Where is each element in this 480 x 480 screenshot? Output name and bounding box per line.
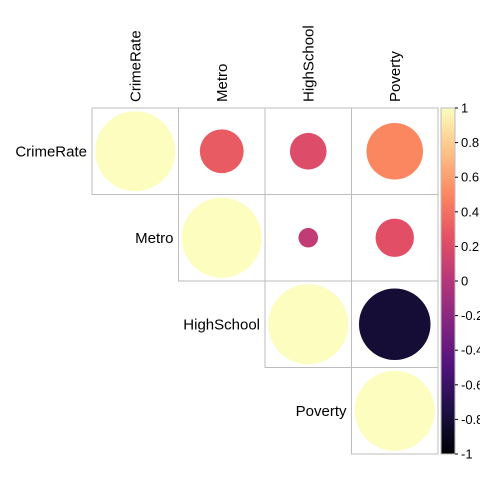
colorbar-tick-label: -0.6 (461, 377, 480, 392)
corr-circle-crimerate-metro (199, 129, 244, 174)
col-label-crimerate: CrimeRate (127, 30, 144, 102)
colorbar-tick-label: -1 (461, 447, 473, 462)
colorbar-tick-label: 0.2 (461, 239, 479, 254)
colorbar-tick-label: 0.6 (461, 170, 479, 185)
row-label-metro: Metro (135, 230, 173, 247)
colorbar-tick-label: 1 (461, 101, 468, 116)
col-label-metro: Metro (214, 64, 231, 102)
colorbar-tick-label: 0 (461, 274, 468, 289)
corr-circle-crimerate-crimerate (95, 111, 176, 192)
corr-circle-poverty-poverty (354, 370, 435, 451)
col-label-poverty: Poverty (387, 51, 404, 102)
col-label-highschool: HighSchool (300, 25, 317, 102)
variable-labels: CrimeRate Metro HighSchool Poverty CrimeRate… (15, 25, 403, 419)
colorbar: 1 0.8 0.6 0.4 0.2 0 -0.2 -0.4 -0.6 -0.8 -1 (440, 101, 480, 462)
colorbar-tick-label: -0.2 (461, 308, 480, 323)
corr-circle-metro-highschool (298, 227, 319, 248)
row-label-crimerate: CrimeRate (15, 143, 87, 160)
row-label-highschool: HighSchool (183, 316, 260, 333)
colorbar-tick-label: -0.4 (461, 343, 480, 358)
colorbar-tick-label: 0.8 (461, 135, 479, 150)
colorbar-gradient (440, 107, 456, 455)
corr-circle-crimerate-poverty (366, 122, 424, 180)
corr-circle-metro-poverty (375, 218, 414, 257)
corr-circle-highschool-highschool (268, 284, 349, 365)
row-label-poverty: Poverty (296, 403, 347, 420)
corr-circle-metro-metro (181, 197, 262, 278)
corr-circle-crimerate-highschool (289, 132, 327, 170)
cell-grid (91, 107, 439, 455)
colorbar-tick-label: -0.8 (461, 412, 480, 427)
correlation-circles (95, 111, 435, 451)
corr-circle-highschool-poverty (358, 288, 431, 361)
grid-cell-poverty-poverty (351, 367, 439, 455)
colorbar-tick-label: 0.4 (461, 204, 479, 219)
